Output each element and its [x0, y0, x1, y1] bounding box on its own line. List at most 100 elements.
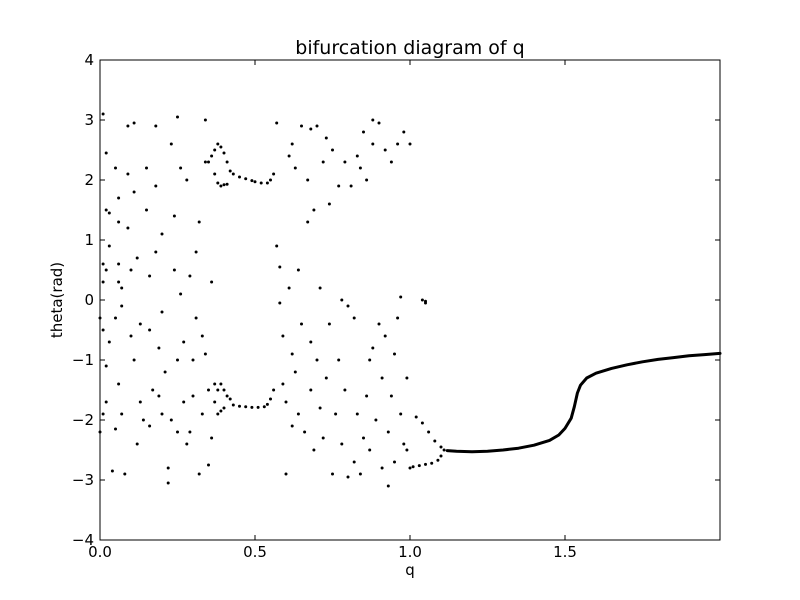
scatter-point — [222, 388, 226, 392]
scatter-point — [163, 370, 167, 374]
scatter-point — [411, 465, 415, 469]
scatter-point — [290, 142, 294, 146]
chart-title: bifurcation diagram of q — [295, 37, 524, 59]
scatter-point — [114, 427, 117, 431]
scatter-point — [120, 304, 124, 308]
scatter-point — [262, 405, 266, 409]
scatter-point — [414, 415, 418, 419]
scatter-point — [166, 466, 170, 470]
scatter-point — [210, 436, 214, 440]
scatter-point — [107, 244, 111, 248]
scatter-point — [420, 298, 424, 302]
scatter-point — [442, 448, 446, 452]
scatter-point — [408, 466, 412, 470]
scatter-point — [405, 376, 409, 380]
scatter-point — [213, 172, 217, 176]
scatter-point — [315, 124, 319, 128]
scatter-point — [250, 179, 254, 183]
scatter-point — [244, 405, 248, 409]
scatter-point — [324, 136, 328, 140]
scatter-point — [185, 442, 189, 446]
scatter-point — [222, 183, 226, 187]
scatter-point — [399, 412, 403, 416]
scatter-point — [148, 274, 152, 278]
scatter-point — [337, 184, 341, 188]
scatter-point — [216, 388, 220, 392]
scatter-point — [340, 298, 344, 302]
scatter-point — [439, 445, 443, 449]
scatter-point — [337, 358, 341, 362]
scatter-point — [256, 405, 260, 409]
scatter-point — [194, 316, 198, 320]
scatter-point — [380, 466, 384, 470]
x-tick-label: 1.0 — [398, 543, 422, 561]
scatter-point — [259, 181, 263, 185]
scatter-point — [210, 154, 214, 158]
scatter-point — [160, 412, 164, 416]
scatter-point — [334, 412, 338, 416]
scatter-point — [250, 405, 254, 409]
scatter-point — [117, 262, 121, 266]
scatter-point — [203, 352, 207, 356]
scatter-point — [420, 421, 424, 425]
scatter-point — [293, 370, 297, 374]
scatter-point — [300, 124, 303, 128]
scatter-point — [200, 412, 204, 416]
scatter-point — [120, 412, 124, 416]
scatter-point — [197, 472, 201, 476]
scatter-point — [405, 448, 409, 452]
scatter-point — [169, 418, 173, 422]
scatter-point — [104, 400, 108, 404]
scatter-point — [265, 402, 269, 406]
y-tick-label: 0 — [84, 291, 94, 309]
x-tick-label: 0.0 — [88, 543, 112, 561]
scatter-point — [154, 250, 158, 254]
scatter-point — [318, 286, 322, 290]
scatter-point — [222, 406, 226, 410]
scatter-point — [107, 340, 111, 344]
scatter-point — [265, 181, 269, 185]
scatter-point — [219, 184, 223, 188]
scatter-point — [197, 220, 201, 224]
scatter-point — [343, 160, 347, 164]
scatter-point — [176, 115, 179, 119]
scatter-point — [346, 475, 350, 479]
scatter-point — [430, 461, 434, 465]
scatter-point — [104, 364, 108, 368]
scatter-point — [101, 112, 105, 116]
scatter-point — [306, 220, 310, 224]
scatter-point — [166, 481, 170, 485]
scatter-point — [306, 178, 310, 182]
scatter-point — [104, 151, 108, 155]
scatter-point — [386, 484, 390, 488]
scatter-point — [216, 142, 220, 146]
scatter-point — [228, 169, 232, 173]
scatter-point — [219, 145, 223, 149]
scatter-point — [185, 178, 189, 182]
scatter-point — [427, 430, 431, 434]
scatter-point — [117, 382, 121, 386]
scatter-point — [358, 166, 362, 170]
scatter-point — [216, 181, 220, 185]
scatter-point — [272, 388, 276, 392]
scatter-point — [179, 292, 183, 296]
scatter-point — [408, 142, 412, 146]
scatter-point — [269, 178, 272, 182]
scatter-point — [396, 142, 400, 146]
scatter-point — [399, 295, 403, 299]
scatter-point — [362, 436, 365, 440]
scatter-point — [383, 148, 387, 152]
scatter-point — [138, 322, 142, 326]
scatter-point — [207, 160, 210, 164]
scatter-point — [371, 142, 375, 146]
scatter-point — [110, 469, 114, 473]
scatter-point — [120, 286, 124, 290]
scatter-point — [327, 202, 331, 206]
scatter-point — [191, 394, 195, 398]
scatter-point — [281, 382, 285, 386]
scatter-point — [238, 175, 241, 179]
x-tick-label: 1.5 — [553, 543, 577, 561]
scatter-point — [287, 154, 291, 158]
axis-ticks: 0.0 0.5 1.0 1.5 −4 −3 −2 −1 0 1 2 3 4 — [72, 51, 720, 561]
scatter-point — [157, 394, 161, 398]
